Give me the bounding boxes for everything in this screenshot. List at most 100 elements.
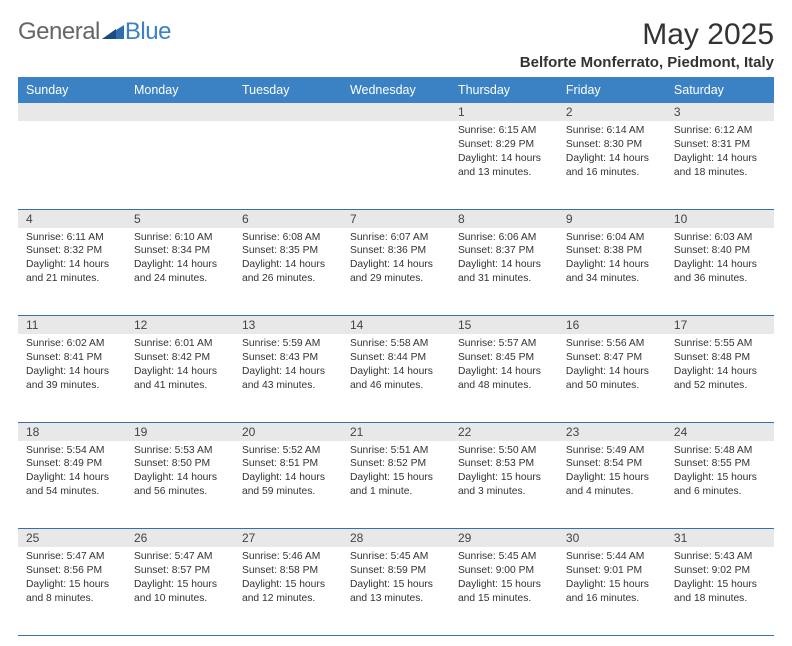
calendar-day-cell: Sunrise: 6:10 AMSunset: 8:34 PMDaylight:… [126,228,234,316]
day-cell-content: Sunrise: 6:11 AMSunset: 8:32 PMDaylight:… [18,228,126,291]
day-number-cell: 22 [450,422,558,441]
calendar-day-cell: Sunrise: 5:55 AMSunset: 8:48 PMDaylight:… [666,334,774,422]
sunset-line: Sunset: 8:32 PM [26,244,118,258]
sunrise-line: Sunrise: 6:12 AM [674,124,766,138]
sunset-line: Sunset: 9:01 PM [566,564,658,578]
day-cell-content: Sunrise: 5:47 AMSunset: 8:56 PMDaylight:… [18,547,126,610]
day-cell-content: Sunrise: 5:57 AMSunset: 8:45 PMDaylight:… [450,334,558,397]
sunset-line: Sunset: 8:44 PM [350,351,442,365]
day-cell-content: Sunrise: 5:49 AMSunset: 8:54 PMDaylight:… [558,441,666,504]
sunset-line: Sunset: 8:31 PM [674,138,766,152]
calendar-day-cell: Sunrise: 6:12 AMSunset: 8:31 PMDaylight:… [666,121,774,209]
calendar-day-cell: Sunrise: 6:15 AMSunset: 8:29 PMDaylight:… [450,121,558,209]
daylight-line: Daylight: 14 hours and 41 minutes. [134,365,226,393]
sunset-line: Sunset: 8:42 PM [134,351,226,365]
sunrise-line: Sunrise: 5:51 AM [350,444,442,458]
calendar-day-cell: Sunrise: 5:48 AMSunset: 8:55 PMDaylight:… [666,441,774,529]
day-number-cell: 8 [450,209,558,228]
daylight-line: Daylight: 15 hours and 18 minutes. [674,578,766,606]
sunrise-line: Sunrise: 5:50 AM [458,444,550,458]
day-cell-content: Sunrise: 6:01 AMSunset: 8:42 PMDaylight:… [126,334,234,397]
daylight-line: Daylight: 14 hours and 34 minutes. [566,258,658,286]
day-number-cell [126,103,234,121]
day-number-cell: 16 [558,316,666,335]
daylight-line: Daylight: 15 hours and 10 minutes. [134,578,226,606]
calendar-day-cell: Sunrise: 6:07 AMSunset: 8:36 PMDaylight:… [342,228,450,316]
sunrise-line: Sunrise: 6:06 AM [458,231,550,245]
location-subtitle: Belforte Monferrato, Piedmont, Italy [520,54,774,71]
sunset-line: Sunset: 8:47 PM [566,351,658,365]
sunrise-line: Sunrise: 6:02 AM [26,337,118,351]
day-number-cell: 4 [18,209,126,228]
calendar-week-row: Sunrise: 6:11 AMSunset: 8:32 PMDaylight:… [18,228,774,316]
daylight-line: Daylight: 14 hours and 54 minutes. [26,471,118,499]
day-number-cell: 23 [558,422,666,441]
calendar-day-cell: Sunrise: 6:01 AMSunset: 8:42 PMDaylight:… [126,334,234,422]
month-title: May 2025 [520,18,774,52]
calendar-day-cell [342,121,450,209]
sunrise-line: Sunrise: 5:55 AM [674,337,766,351]
day-number-cell: 10 [666,209,774,228]
day-cell-content: Sunrise: 6:08 AMSunset: 8:35 PMDaylight:… [234,228,342,291]
daylight-line: Daylight: 14 hours and 21 minutes. [26,258,118,286]
day-number-cell: 14 [342,316,450,335]
sunset-line: Sunset: 8:34 PM [134,244,226,258]
day-cell-content: Sunrise: 6:02 AMSunset: 8:41 PMDaylight:… [18,334,126,397]
daylight-line: Daylight: 14 hours and 56 minutes. [134,471,226,499]
brand-part2: Blue [125,18,171,46]
day-number-cell: 28 [342,529,450,548]
daylight-line: Daylight: 14 hours and 50 minutes. [566,365,658,393]
daylight-line: Daylight: 14 hours and 43 minutes. [242,365,334,393]
calendar-day-cell: Sunrise: 5:51 AMSunset: 8:52 PMDaylight:… [342,441,450,529]
calendar-day-cell [234,121,342,209]
daylight-line: Daylight: 14 hours and 52 minutes. [674,365,766,393]
daylight-line: Daylight: 14 hours and 29 minutes. [350,258,442,286]
calendar-day-cell: Sunrise: 6:02 AMSunset: 8:41 PMDaylight:… [18,334,126,422]
day-number-cell: 13 [234,316,342,335]
weekday-header: Wednesday [342,77,450,103]
daylight-line: Daylight: 14 hours and 31 minutes. [458,258,550,286]
daylight-line: Daylight: 15 hours and 8 minutes. [26,578,118,606]
day-cell-content: Sunrise: 5:46 AMSunset: 8:58 PMDaylight:… [234,547,342,610]
day-cell-content: Sunrise: 5:55 AMSunset: 8:48 PMDaylight:… [666,334,774,397]
day-cell-content: Sunrise: 6:07 AMSunset: 8:36 PMDaylight:… [342,228,450,291]
sunset-line: Sunset: 9:02 PM [674,564,766,578]
day-number-cell: 7 [342,209,450,228]
daylight-line: Daylight: 15 hours and 13 minutes. [350,578,442,606]
page-header: General Blue May 2025 Belforte Monferrat… [18,18,774,71]
day-cell-content: Sunrise: 5:44 AMSunset: 9:01 PMDaylight:… [558,547,666,610]
day-cell-content: Sunrise: 5:48 AMSunset: 8:55 PMDaylight:… [666,441,774,504]
daylight-line: Daylight: 15 hours and 15 minutes. [458,578,550,606]
sunset-line: Sunset: 8:59 PM [350,564,442,578]
calendar-day-cell: Sunrise: 5:53 AMSunset: 8:50 PMDaylight:… [126,441,234,529]
day-cell-content: Sunrise: 5:52 AMSunset: 8:51 PMDaylight:… [234,441,342,504]
sunrise-line: Sunrise: 5:45 AM [350,550,442,564]
day-cell-content: Sunrise: 5:54 AMSunset: 8:49 PMDaylight:… [18,441,126,504]
calendar-day-cell: Sunrise: 5:47 AMSunset: 8:57 PMDaylight:… [126,547,234,635]
day-number-cell: 2 [558,103,666,121]
sunset-line: Sunset: 8:48 PM [674,351,766,365]
sunrise-line: Sunrise: 5:56 AM [566,337,658,351]
weekday-header: Tuesday [234,77,342,103]
day-number-cell: 3 [666,103,774,121]
sunrise-line: Sunrise: 5:54 AM [26,444,118,458]
day-number-row: 18192021222324 [18,422,774,441]
brand-triangle-icon [102,23,124,41]
sunset-line: Sunset: 8:40 PM [674,244,766,258]
calendar-day-cell: Sunrise: 5:45 AMSunset: 8:59 PMDaylight:… [342,547,450,635]
daylight-line: Daylight: 14 hours and 46 minutes. [350,365,442,393]
sunset-line: Sunset: 8:45 PM [458,351,550,365]
daylight-line: Daylight: 14 hours and 36 minutes. [674,258,766,286]
day-cell-content: Sunrise: 5:58 AMSunset: 8:44 PMDaylight:… [342,334,450,397]
daylight-line: Daylight: 14 hours and 16 minutes. [566,152,658,180]
daylight-line: Daylight: 15 hours and 4 minutes. [566,471,658,499]
calendar-day-cell: Sunrise: 5:44 AMSunset: 9:01 PMDaylight:… [558,547,666,635]
calendar-day-cell: Sunrise: 5:45 AMSunset: 9:00 PMDaylight:… [450,547,558,635]
day-number-cell: 6 [234,209,342,228]
sunset-line: Sunset: 8:58 PM [242,564,334,578]
day-number-row: 45678910 [18,209,774,228]
title-block: May 2025 Belforte Monferrato, Piedmont, … [520,18,774,71]
calendar-week-row: Sunrise: 6:15 AMSunset: 8:29 PMDaylight:… [18,121,774,209]
sunset-line: Sunset: 8:51 PM [242,457,334,471]
day-number-cell: 25 [18,529,126,548]
